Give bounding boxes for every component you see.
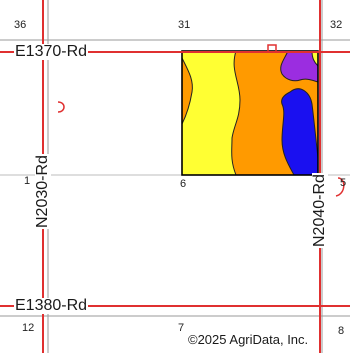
section-number: 12: [22, 322, 35, 334]
section-number: 5: [340, 177, 347, 189]
section-number: 1: [24, 175, 31, 187]
soil-unit-purple: [280, 50, 319, 83]
soil-unit-blue: [281, 88, 319, 176]
field-soil-units: [181, 50, 319, 176]
road-spur-west: [57, 101, 65, 113]
section-number: 7: [178, 322, 185, 334]
section-number: 32: [330, 19, 343, 31]
road-label-top: E1370-Rd: [14, 43, 89, 60]
section-number: 36: [14, 19, 27, 31]
road-spur-north: [267, 44, 277, 52]
section-number: 8: [338, 325, 345, 337]
road-label-right: N2040-Rd: [311, 173, 328, 248]
road-label-left: N2030-Rd: [34, 154, 51, 229]
road-label-bottom: E1380-Rd: [14, 297, 89, 314]
section-number: 31: [178, 19, 191, 31]
copyright-notice: ©2025 AgriData, Inc.: [188, 332, 309, 347]
section-number: 6: [180, 178, 187, 190]
road-spur-east: [335, 177, 345, 197]
soil-unit-orange-west: [181, 57, 193, 125]
